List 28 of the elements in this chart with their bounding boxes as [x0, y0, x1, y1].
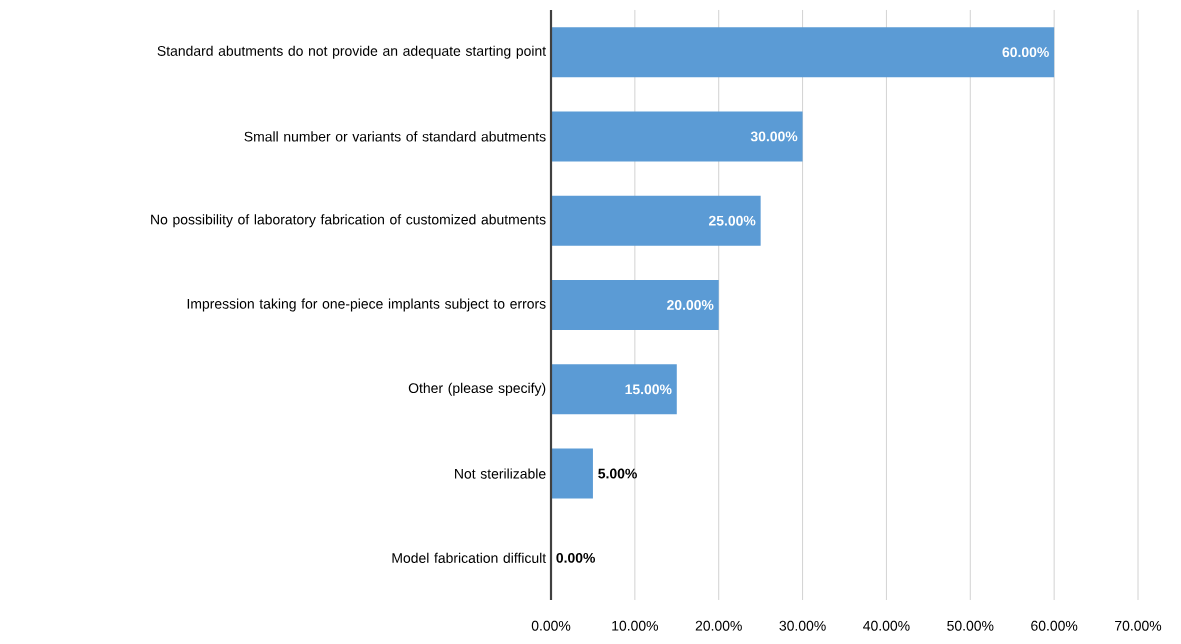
x-tick-label: 70.00% [1115, 620, 1162, 631]
bar [551, 27, 1055, 78]
x-tick-label: 20.00% [695, 620, 742, 631]
data-label: 15.00% [625, 384, 672, 395]
x-tick-label: 0.00% [531, 620, 571, 631]
data-label: 60.00% [1002, 47, 1049, 58]
y-tick-label: No possibility of laboratory fabrication of customized abutments [151, 214, 546, 228]
x-tick-label: 40.00% [863, 620, 910, 631]
data-label: 0.00% [556, 552, 596, 563]
data-label: 20.00% [667, 300, 714, 310]
y-tick-label: Not sterilizable [455, 468, 546, 479]
bar [551, 111, 803, 162]
data-label: 5.00% [598, 468, 637, 479]
x-tick-label: 50.00% [947, 620, 994, 631]
bar [551, 279, 719, 330]
x-tick-label: 10.00% [612, 620, 659, 631]
bar [551, 195, 761, 246]
bar [551, 448, 593, 499]
x-tick-label: 60.00% [1031, 620, 1078, 631]
y-tick-label: Standard abutments do not provide an adequate starting point [157, 45, 546, 59]
data-label: 30.00% [750, 131, 798, 142]
x-tick-label: 30.00% [779, 620, 826, 631]
data-label: 25.00% [708, 215, 756, 226]
y-tick-label: Other (please specify) [408, 382, 546, 396]
bar [551, 364, 677, 415]
y-tick-label: Impression taking for one-piece implants subject to errors [187, 298, 546, 312]
y-tick-label: Model fabrication difficult [392, 552, 547, 563]
y-tick-label: Small number or variants of standard abutments [244, 131, 546, 142]
